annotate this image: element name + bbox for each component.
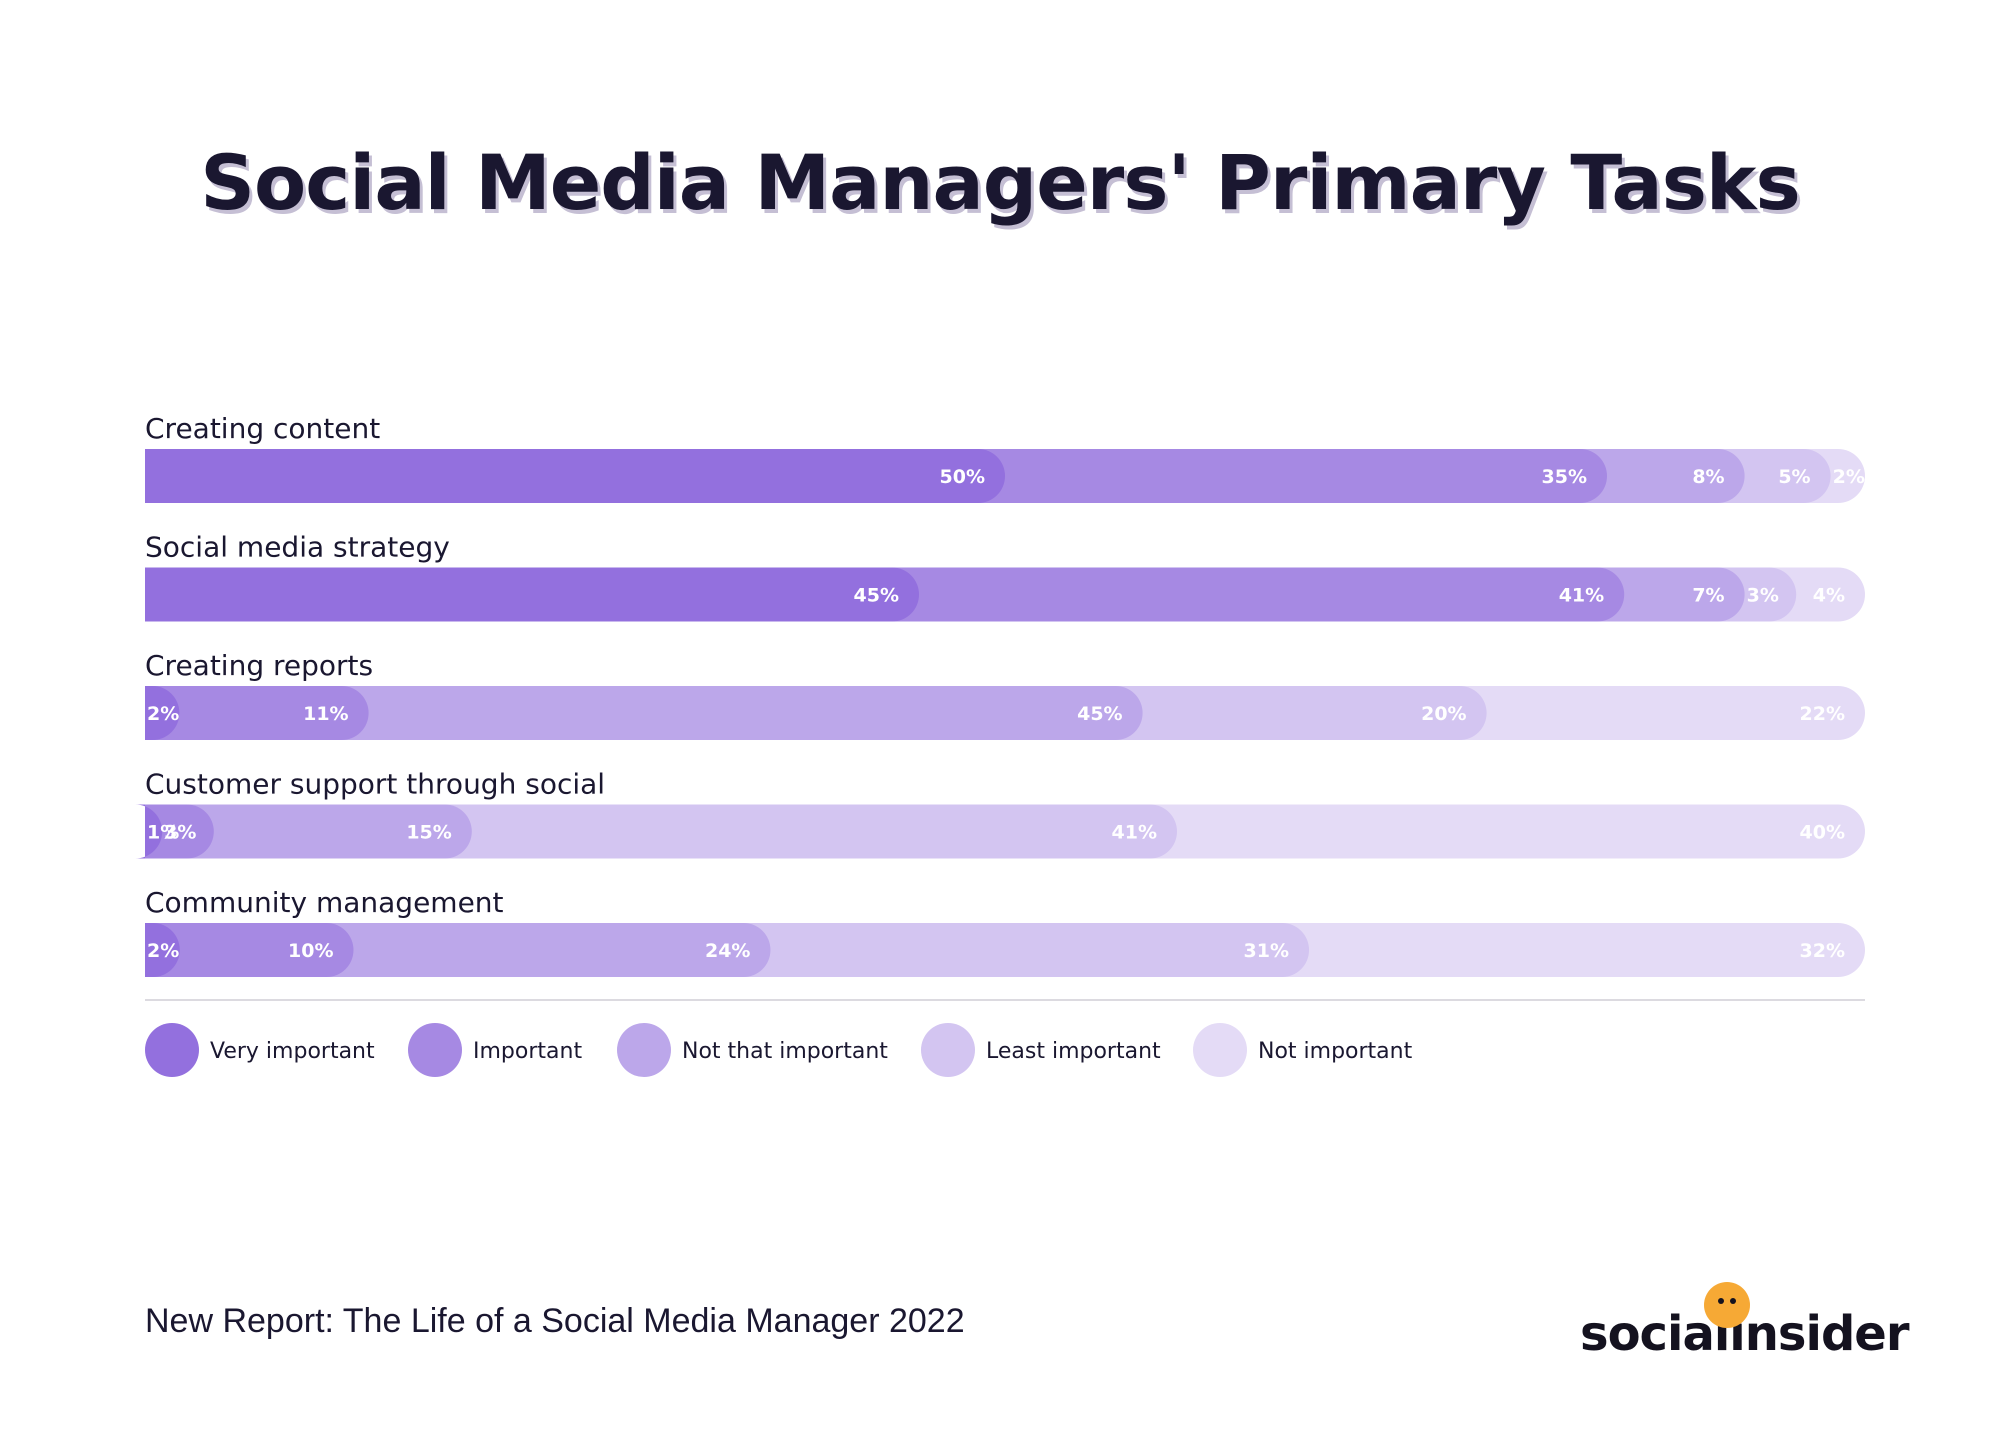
legend-label: Important [473, 1039, 582, 1064]
legend-label: Very important [210, 1039, 375, 1064]
value-label: 2% [1833, 466, 1865, 488]
bar-row: Customer support through social 1%3% 15% 41… [135, 768, 1865, 859]
bar-segment-very-important [145, 686, 180, 740]
value-label: 50% [940, 466, 985, 488]
value-label: 41% [1112, 822, 1157, 844]
legend-item: Not that important [617, 1023, 888, 1077]
brand-logo: socialinsider [1580, 1282, 1910, 1362]
legend-item: Least important [921, 1023, 1161, 1077]
legend-swatch [1193, 1023, 1247, 1077]
value-label: 2% [147, 703, 179, 725]
category-label: Creating reports [145, 649, 373, 682]
value-label: 4% [1813, 585, 1845, 607]
legend-label: Least important [986, 1039, 1161, 1064]
value-label: 2% [147, 940, 179, 962]
bar-segment-important [145, 804, 214, 859]
category-label: Community management [145, 886, 504, 919]
report-footer: New Report: The Life of a Social Media M… [145, 1302, 965, 1340]
value-label: 31% [1244, 940, 1289, 962]
bar-segment-very-important [145, 923, 180, 977]
bar-segment-not-that-important [145, 804, 472, 859]
legend-item: Not important [1193, 1023, 1413, 1077]
legend-item: Important [408, 1023, 582, 1077]
value-label: 3% [164, 822, 196, 844]
legend-swatch [408, 1023, 462, 1077]
bar-row: Creating reports 2% 11% 45% 20% 22% [145, 649, 1865, 740]
value-label: 3% [1747, 585, 1779, 607]
legend-label: Not that important [682, 1039, 888, 1064]
legend-swatch [921, 1023, 975, 1077]
bar-segment-very-important [135, 804, 163, 859]
value-label: 24% [705, 940, 750, 962]
value-label: 8% [1692, 466, 1724, 488]
value-label: 35% [1542, 466, 1587, 488]
bar-segment-important [145, 923, 354, 977]
value-label: 7% [1692, 585, 1724, 607]
category-label: Creating content [145, 412, 380, 445]
category-label: Customer support through social [145, 768, 605, 801]
bar-segment-not-that-important [145, 686, 1143, 740]
value-label: 15% [406, 822, 451, 844]
value-label: 45% [854, 585, 899, 607]
legend-label: Not important [1258, 1039, 1413, 1064]
value-label: 11% [303, 703, 348, 725]
legend-item: Very important [145, 1023, 375, 1077]
chart-legend: Very important Important Not that importan… [145, 1023, 1413, 1077]
value-label: 45% [1077, 703, 1122, 725]
value-label: 41% [1559, 585, 1604, 607]
smiley-dot-icon [1704, 1282, 1750, 1328]
chart-title: Social Media Managers' Primary Tasks [200, 138, 1800, 227]
bar-row: Social media strategy 45% 41% 7% 3% 4% [145, 531, 1865, 622]
category-label: Social media strategy [145, 531, 450, 564]
value-label: 22% [1800, 703, 1845, 725]
value-label: 20% [1421, 703, 1466, 725]
value-label: 10% [288, 940, 333, 962]
bar-segment-very-important [145, 449, 1005, 503]
value-label: 40% [1800, 822, 1845, 844]
bar-row: Community management 2% 10% 24% 31% 32% [145, 886, 1865, 977]
value-label: 1% [147, 822, 179, 844]
chart-rows: Creating content 50% 35% 8% 5% 2% Social media… [135, 412, 1865, 977]
bar-segment-important [145, 686, 369, 740]
value-label: 5% [1778, 466, 1810, 488]
legend-swatch [145, 1023, 199, 1077]
value-label: 32% [1800, 940, 1845, 962]
bar-segment-very-important [145, 567, 919, 622]
legend-swatch [617, 1023, 671, 1077]
bar-row: Creating content 50% 35% 8% 5% 2% [145, 412, 1865, 503]
